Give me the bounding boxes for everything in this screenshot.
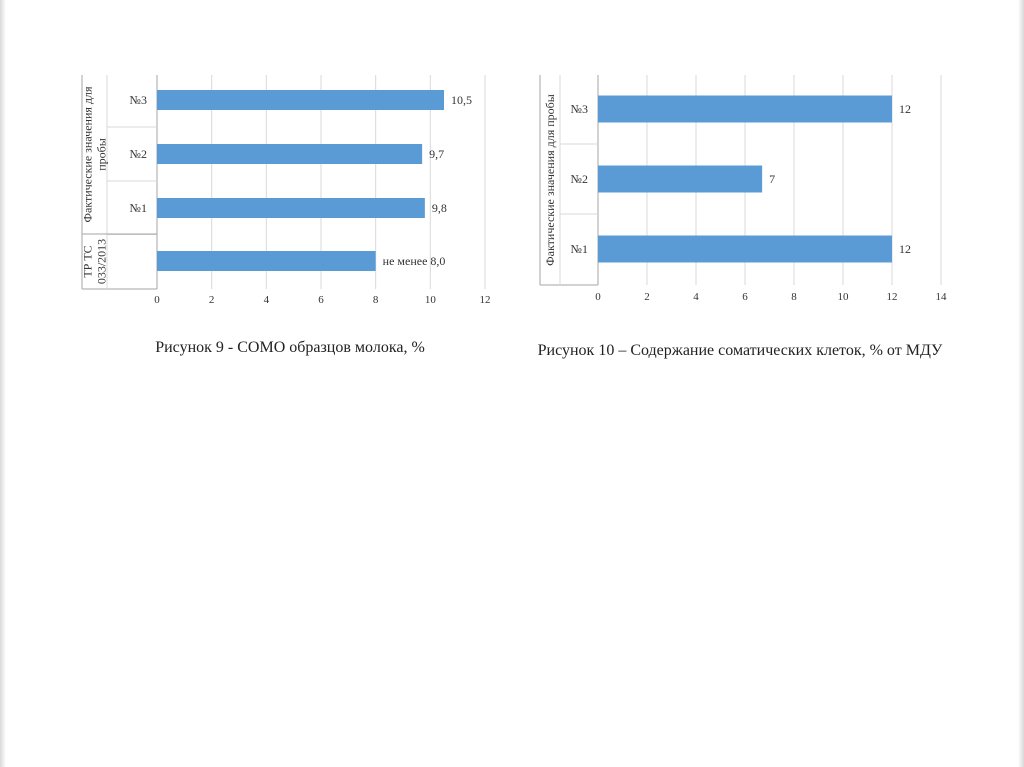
- category-group-label-line: Фактические значения для: [81, 86, 95, 223]
- bar-data-label: 7: [769, 172, 775, 186]
- bar: [157, 251, 376, 271]
- x-tick-label: 10: [425, 294, 437, 306]
- y-category-label: №1: [130, 201, 147, 215]
- x-tick-label: 12: [480, 294, 491, 306]
- category-group-label: Фактические значения для пробы: [543, 94, 557, 266]
- category-group-label: ТР ТС 033/2013: [81, 239, 109, 284]
- frame-left-edge: [0, 0, 6, 767]
- x-tick-label: 4: [693, 291, 699, 303]
- bar: [598, 165, 763, 193]
- y-category-label: №2: [571, 172, 588, 186]
- bar: [157, 90, 444, 110]
- x-tick-label: 2: [209, 294, 215, 306]
- frame-right-edge: [1018, 0, 1024, 767]
- category-group-label-line: 033/2013: [95, 239, 109, 284]
- category-group-label-line: пробы: [95, 138, 109, 171]
- bar-data-label: 12: [899, 242, 911, 256]
- x-tick-label: 10: [838, 291, 850, 303]
- x-tick-label: 0: [154, 294, 160, 306]
- x-tick-label: 8: [791, 291, 797, 303]
- category-group-label-line: ТР ТС: [81, 245, 95, 277]
- x-tick-label: 6: [318, 294, 324, 306]
- x-tick-label: 12: [887, 291, 898, 303]
- category-group-label: Фактические значения для пробы: [81, 86, 109, 223]
- y-category-label: №3: [130, 93, 147, 107]
- x-tick-label: 4: [264, 294, 270, 306]
- bar: [157, 198, 425, 218]
- bar-data-label: 10,5: [451, 93, 472, 107]
- bar-data-label: 9,8: [432, 201, 447, 215]
- x-tick-label: 2: [644, 291, 650, 303]
- x-tick-label: 6: [742, 291, 748, 303]
- y-category-label: №2: [130, 147, 147, 161]
- bar: [598, 235, 892, 263]
- bar: [157, 144, 423, 164]
- bar-data-label: 9,7: [429, 147, 444, 161]
- x-tick-label: 0: [595, 291, 601, 303]
- x-tick-label: 14: [936, 291, 948, 303]
- chart-caption-somatic-cells: Рисунок 10 – Содержание соматических кле…: [537, 342, 943, 359]
- chart-caption-somo: Рисунок 9 - СОМО образцов молока, %: [155, 339, 425, 356]
- bar-data-label: 12: [899, 102, 911, 116]
- x-tick-label: 8: [373, 294, 379, 306]
- y-category-label: №3: [571, 102, 588, 116]
- bar: [598, 95, 892, 123]
- y-category-label: №1: [571, 242, 588, 256]
- category-group-label-line: Фактические значения для пробы: [543, 94, 557, 266]
- bar-data-label: не менее 8,0: [383, 254, 446, 268]
